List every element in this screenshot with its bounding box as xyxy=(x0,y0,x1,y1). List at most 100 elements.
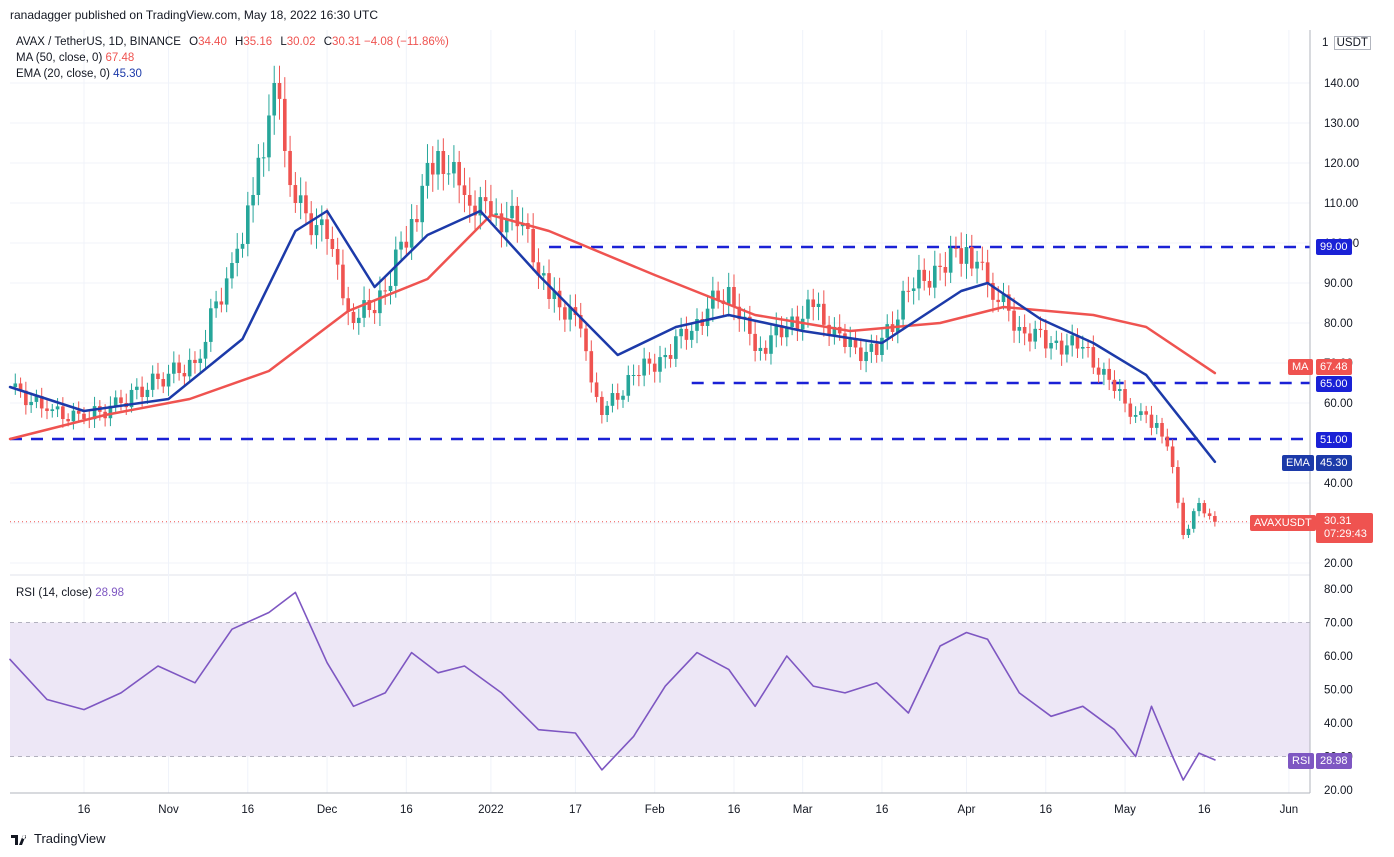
candle-body xyxy=(203,341,208,359)
candle-body xyxy=(859,347,863,362)
candle-body xyxy=(335,248,340,265)
candle-body xyxy=(214,301,218,309)
candle-body xyxy=(885,324,890,338)
candle-body xyxy=(1049,343,1053,349)
candle-body xyxy=(917,269,921,289)
rsi-legend-value: 28.98 xyxy=(95,587,125,599)
candle-body xyxy=(1028,333,1032,342)
high-label: H xyxy=(235,36,244,48)
candle-body xyxy=(1128,403,1133,417)
candle-body xyxy=(76,410,81,414)
candle-body xyxy=(991,283,995,300)
candle-body xyxy=(1197,503,1201,512)
candle-body xyxy=(39,396,44,409)
candle-body xyxy=(140,386,144,398)
candle-body xyxy=(378,290,382,314)
ema-legend-value: 45.30 xyxy=(113,68,142,80)
candle-body xyxy=(282,98,287,151)
rsi-legend[interactable]: RSI (14, close) 28.98 xyxy=(16,587,124,599)
candle-body xyxy=(774,325,779,336)
candle-body xyxy=(1176,467,1180,503)
open-label: O xyxy=(189,36,199,48)
candle-body xyxy=(584,328,588,352)
candle-body xyxy=(1038,328,1043,331)
indicator-lines xyxy=(8,209,1217,781)
candle-body xyxy=(288,150,292,186)
time-tick-label: Mar xyxy=(793,804,813,816)
candle-body xyxy=(50,409,55,411)
level-99-tag: 99.00 xyxy=(1316,239,1352,255)
low-label: L xyxy=(280,36,287,48)
candle-body xyxy=(969,247,974,269)
candle-body xyxy=(1102,368,1106,375)
candle-body xyxy=(219,301,224,305)
candle-body xyxy=(261,157,266,159)
candle-body xyxy=(552,290,557,299)
candle-body xyxy=(621,395,625,400)
price-tick-label: 80.00 xyxy=(1324,318,1353,330)
candle-body xyxy=(1080,347,1085,349)
currency-unit-selector[interactable]: 1 USDT xyxy=(1318,35,1375,51)
time-tick-label: Nov xyxy=(158,804,179,816)
candle-body xyxy=(119,397,123,403)
candle-body xyxy=(531,228,535,263)
candle-body xyxy=(1017,327,1022,331)
time-tick-label: 16 xyxy=(876,804,889,816)
candle-body xyxy=(108,405,113,419)
candle-body xyxy=(420,185,424,223)
price-tick-label: 110.00 xyxy=(1324,198,1358,210)
symbol-title[interactable]: AVAX / TetherUS, 1D, BINANCE xyxy=(16,36,181,48)
candle-body xyxy=(166,373,171,387)
candle-body xyxy=(1043,330,1048,349)
candle-body xyxy=(494,213,498,215)
candle-body xyxy=(943,267,948,273)
candle-body xyxy=(658,357,662,372)
candle-body xyxy=(1160,423,1164,437)
price-tick-label: 60.00 xyxy=(1324,398,1353,410)
candle-body xyxy=(684,328,689,340)
candle-body xyxy=(663,355,668,358)
candle-body xyxy=(1012,310,1016,331)
candle-body xyxy=(901,290,905,320)
candle-body xyxy=(457,161,461,186)
ma-legend[interactable]: MA (50, close, 0) 67.48 xyxy=(16,52,134,64)
rsi-name-tag: RSI xyxy=(1288,753,1315,769)
time-tick-label: Dec xyxy=(317,804,338,816)
time-tick-label: 16 xyxy=(78,804,91,816)
bar-countdown: 07:29:43 xyxy=(1324,528,1367,540)
candle-body xyxy=(716,290,720,301)
candle-body xyxy=(467,195,472,206)
time-tick-label: 16 xyxy=(1039,804,1052,816)
candle-body xyxy=(589,351,594,383)
candle-body xyxy=(193,359,197,363)
candle-body xyxy=(726,287,731,304)
candle-body xyxy=(642,358,646,376)
rsi-tick-label: 80.00 xyxy=(1324,584,1353,596)
candle-body xyxy=(330,239,335,249)
candle-body xyxy=(737,306,742,320)
candle-body xyxy=(436,151,440,175)
brand-name: TradingView xyxy=(34,831,106,846)
candle-body xyxy=(1191,511,1196,529)
candle-body xyxy=(806,299,810,319)
rsi-tick-label: 40.00 xyxy=(1324,718,1353,730)
candle-body xyxy=(959,248,964,264)
tradingview-brand[interactable]: TradingView xyxy=(10,831,106,846)
candle-body xyxy=(1059,340,1064,355)
candle-body xyxy=(769,335,773,354)
candle-body xyxy=(927,280,932,288)
candles xyxy=(13,65,1217,540)
ma-name-tag: MA xyxy=(1288,359,1313,375)
candle-body xyxy=(827,324,831,336)
open-value: 34.40 xyxy=(198,36,227,48)
candle-body xyxy=(251,195,255,206)
candle-body xyxy=(92,406,97,420)
candle-body xyxy=(964,247,969,264)
candle-body xyxy=(182,373,187,377)
candle-body xyxy=(1006,294,1011,311)
candle-body xyxy=(351,311,356,323)
ema-legend[interactable]: EMA (20, close, 0) 45.30 xyxy=(16,68,142,80)
candle-body xyxy=(637,375,641,376)
candle-body xyxy=(430,162,435,175)
